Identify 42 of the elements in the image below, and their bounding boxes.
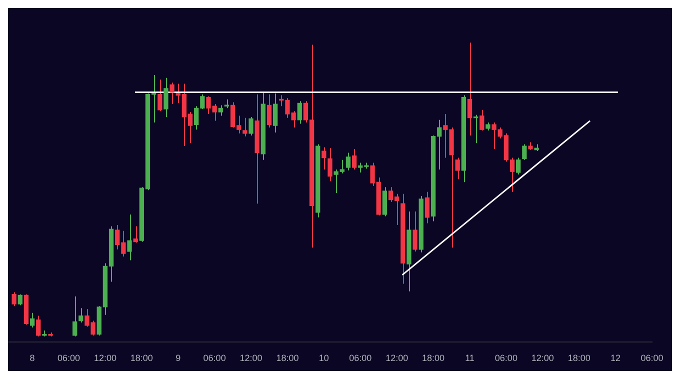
x-tick-label: 11 <box>465 353 474 364</box>
candlestick <box>170 82 174 105</box>
x-tick-label: 12:00 <box>531 353 554 364</box>
candlestick <box>133 226 138 244</box>
x-tick-label: 18:00 <box>276 353 299 364</box>
candlestick <box>297 100 302 124</box>
candlestick <box>322 146 326 170</box>
x-tick-label: 12:00 <box>94 353 116 364</box>
candlestick <box>272 92 278 134</box>
candlestick <box>455 157 460 180</box>
candlestick <box>328 148 332 182</box>
candlestick <box>522 144 527 160</box>
candlestick <box>158 79 162 112</box>
x-tick-label: 06:00 <box>640 353 664 364</box>
x-tick-label: 18:00 <box>130 353 153 364</box>
x-tick-label: 06:00 <box>57 353 80 364</box>
x-tick-label: 18:00 <box>422 353 445 364</box>
candlestick <box>412 211 418 252</box>
candlestick <box>72 296 78 337</box>
x-tick-label: 18:00 <box>568 353 590 364</box>
candlestick <box>266 94 272 128</box>
candlestick <box>352 148 357 170</box>
x-tick-label: 8 <box>30 353 35 364</box>
candlestick <box>127 214 132 261</box>
x-tick-label: 06:00 <box>203 353 226 364</box>
x-tick-label: 12:00 <box>240 353 262 364</box>
x-tick-label: 9 <box>176 353 181 364</box>
x-tick-label: 10 <box>318 353 329 364</box>
candlestick <box>218 104 223 116</box>
candlestick <box>248 116 254 136</box>
x-tick-label: 12 <box>610 353 621 364</box>
candlestick <box>78 308 84 324</box>
candlestick <box>346 152 351 171</box>
candlestick <box>516 157 521 176</box>
candlestick <box>164 77 168 118</box>
x-tick-label: 12:00 <box>386 353 408 364</box>
candlestick <box>467 42 472 136</box>
candlestick <box>424 191 430 224</box>
x-tick-label: 06:00 <box>494 353 518 364</box>
x-tick-label: 06:00 <box>349 353 372 364</box>
candlestick <box>242 117 248 137</box>
candlestick <box>480 109 484 131</box>
